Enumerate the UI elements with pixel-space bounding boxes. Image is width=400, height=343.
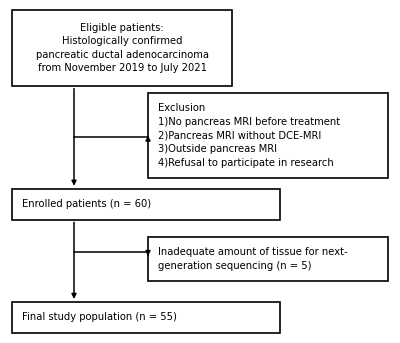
- Text: Eligible patients:
Histologically confirmed
pancreatic ductal adenocarcinoma
fro: Eligible patients: Histologically confir…: [36, 23, 208, 73]
- FancyBboxPatch shape: [12, 302, 280, 333]
- Text: Exclusion
1)No pancreas MRI before treatment
2)Pancreas MRI without DCE-MRI
3)Ou: Exclusion 1)No pancreas MRI before treat…: [158, 103, 340, 168]
- FancyBboxPatch shape: [148, 93, 388, 178]
- Text: Final study population (n = 55): Final study population (n = 55): [22, 312, 177, 322]
- Text: Inadequate amount of tissue for next-
generation sequencing (n = 5): Inadequate amount of tissue for next- ge…: [158, 247, 348, 271]
- Text: Enrolled patients (n = 60): Enrolled patients (n = 60): [22, 199, 151, 209]
- FancyBboxPatch shape: [12, 189, 280, 220]
- FancyBboxPatch shape: [12, 10, 232, 86]
- FancyBboxPatch shape: [148, 237, 388, 281]
